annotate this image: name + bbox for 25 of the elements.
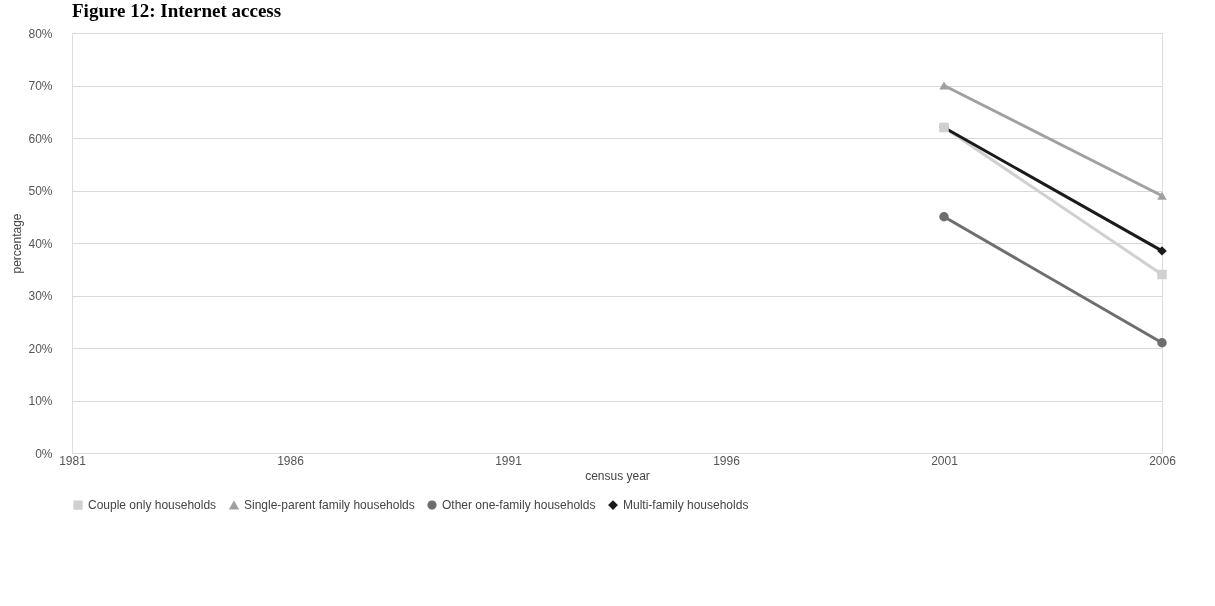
point xyxy=(1157,338,1167,348)
point xyxy=(1157,269,1167,280)
y-tick-label: 20% xyxy=(28,341,53,356)
point xyxy=(939,212,949,222)
y-axis-title: percentage xyxy=(10,213,25,274)
y-tick-label: 60% xyxy=(28,131,53,146)
legend-label: Single-parent family households xyxy=(244,498,415,513)
chart-title: Figure 12: Internet access xyxy=(72,0,282,21)
y-tick-label: 0% xyxy=(35,446,53,461)
x-tick-label: 1981 xyxy=(59,453,87,468)
x-tick-label: 1996 xyxy=(713,453,741,468)
legend-label: Couple only households xyxy=(88,498,217,513)
x-tick-label: 2006 xyxy=(1149,453,1177,468)
x-tick-label: 1986 xyxy=(277,453,305,468)
x-tick-label: 2001 xyxy=(931,453,959,468)
legend-label: Other one-family households xyxy=(442,498,596,513)
y-tick-label: 80% xyxy=(28,26,53,41)
y-tick-label: 70% xyxy=(28,79,53,93)
y-tick-label: 10% xyxy=(28,394,53,408)
x-tick-label: 1991 xyxy=(495,453,523,468)
y-tick-label: 30% xyxy=(28,289,53,303)
legend-label: Multi-family households xyxy=(623,498,749,513)
y-tick-label: 50% xyxy=(28,184,53,198)
x-axis-title: census year xyxy=(585,468,650,483)
y-tick-label: 40% xyxy=(28,236,53,251)
